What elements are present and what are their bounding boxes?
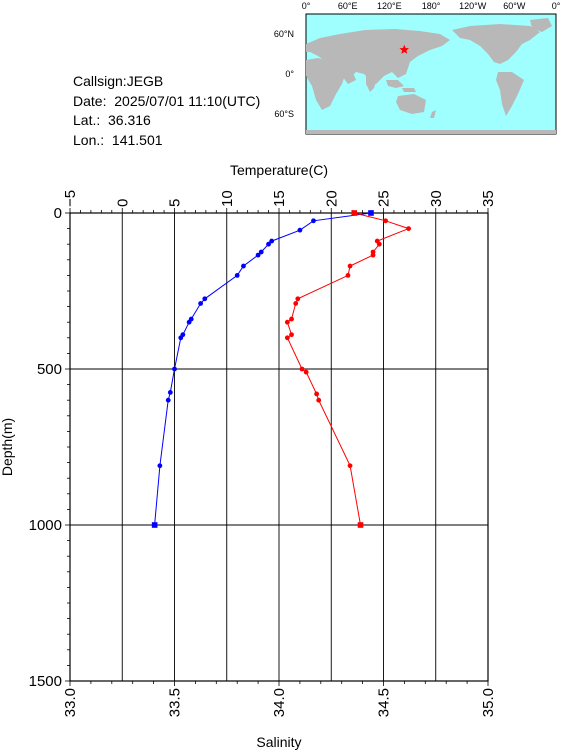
salinity-point bbox=[299, 366, 305, 372]
land-shape-4 bbox=[386, 80, 404, 88]
station-info: Callsign:JEGB Date: 2025/07/01 11:10(UTC… bbox=[73, 72, 260, 150]
temperature-point bbox=[167, 390, 173, 395]
date-label: Date: 2025/07/01 11:10(UTC) bbox=[73, 92, 261, 109]
salinity-point bbox=[351, 210, 358, 216]
land-shape-7 bbox=[396, 94, 426, 114]
salinity-point bbox=[347, 463, 353, 469]
minor-ticks bbox=[65, 208, 489, 686]
salinity-point bbox=[376, 241, 382, 247]
salinity-point bbox=[284, 319, 290, 325]
temperature-tick-label: 5 bbox=[167, 199, 184, 207]
salinity-point bbox=[316, 397, 322, 403]
salinity-tick-label: 33.0 bbox=[62, 688, 79, 717]
salinity-point bbox=[347, 263, 353, 269]
salinity-point bbox=[370, 252, 376, 258]
temperature-point bbox=[151, 522, 158, 528]
land-shape-5 bbox=[402, 88, 416, 92]
map-land bbox=[306, 18, 556, 134]
temperature-tick-label: 30 bbox=[428, 190, 445, 207]
map-lat-label: 0° bbox=[285, 69, 294, 79]
land-shape-11 bbox=[496, 72, 524, 116]
temperature-tick-label: 0 bbox=[114, 199, 131, 207]
temperature-point bbox=[202, 296, 208, 302]
salinity-tick-label: 35.0 bbox=[480, 688, 497, 717]
salinity-point bbox=[303, 369, 309, 375]
latitude-label: Lat.: 36.316 bbox=[73, 112, 151, 128]
temperature-point bbox=[297, 227, 303, 233]
salinity-point bbox=[383, 218, 388, 224]
map-lon-label: 60°W bbox=[503, 1, 526, 11]
temperature-point bbox=[172, 366, 177, 372]
temperature-point bbox=[311, 218, 316, 224]
salinity-axis-title: Salinity bbox=[256, 734, 301, 750]
temperature-tick-label: −5 bbox=[62, 190, 79, 207]
temperature-tick-label: 25 bbox=[376, 190, 393, 207]
depth-axis: 0 500 1000 1500 bbox=[29, 205, 62, 690]
temperature-point bbox=[178, 335, 184, 341]
salinity-point bbox=[295, 296, 301, 302]
land-shape-8 bbox=[430, 110, 436, 118]
temperature-point bbox=[266, 241, 271, 247]
land-shape-3 bbox=[366, 74, 378, 92]
temperature-point bbox=[269, 238, 275, 244]
map-lat-label: 60°S bbox=[274, 109, 294, 119]
temperature-tick-label: 15 bbox=[271, 190, 288, 207]
land-shape-9 bbox=[452, 24, 540, 64]
land-shape-10 bbox=[530, 18, 552, 32]
salinity-point bbox=[293, 301, 299, 306]
salinity-point bbox=[289, 316, 294, 322]
land-shape-1 bbox=[306, 58, 346, 110]
depth-tick-label: 500 bbox=[37, 361, 62, 378]
temperature-point bbox=[186, 319, 192, 325]
temperature-tick-label: 20 bbox=[323, 190, 340, 207]
depth-tick-label: 1000 bbox=[29, 517, 62, 534]
callsign-label: Callsign:JEGB bbox=[73, 73, 164, 89]
salinity-point bbox=[345, 273, 351, 278]
land-shape-12 bbox=[306, 130, 556, 134]
temperature-tick-label: 35 bbox=[480, 190, 497, 207]
map-lon-label: 0° bbox=[552, 1, 561, 11]
map-lon-label: 60°E bbox=[338, 1, 358, 11]
temperature-point bbox=[258, 249, 264, 255]
temperature-point bbox=[198, 301, 204, 306]
star-icon bbox=[399, 44, 409, 54]
land-shape-2 bbox=[340, 66, 356, 84]
series-layer bbox=[151, 210, 411, 528]
grid bbox=[70, 213, 488, 681]
temperature-point bbox=[241, 263, 246, 269]
map-lon-label: 0° bbox=[302, 1, 311, 11]
salinity-tick-label: 34.0 bbox=[271, 688, 288, 717]
salinity-axis: 33.0 33.5 34.0 34.5 35.0 bbox=[62, 688, 497, 717]
temperature-point bbox=[234, 273, 240, 278]
temperature-tick-label: 10 bbox=[219, 190, 236, 207]
map-lon-label: 120°W bbox=[459, 1, 487, 11]
salinity-point bbox=[289, 332, 294, 338]
salinity-series bbox=[284, 210, 411, 528]
temperature-point bbox=[368, 210, 374, 216]
temperature-axis: −5 0 5 10 15 20 25 30 35 bbox=[62, 190, 497, 207]
temperature-point bbox=[255, 252, 261, 258]
temperature-point bbox=[157, 463, 163, 469]
longitude-label: Lon.: 141.501 bbox=[73, 131, 163, 148]
map-lon-label: 180° bbox=[422, 1, 441, 11]
salinity-tick-label: 34.5 bbox=[376, 688, 393, 717]
depth-tick-label: 1500 bbox=[29, 673, 62, 690]
salinity-point bbox=[406, 226, 411, 232]
salinity-tick-label: 33.5 bbox=[167, 688, 184, 717]
profile-chart: −5 0 5 10 15 20 25 30 35 33.0 33.5 34.0 34.5 35.0 05… bbox=[0, 162, 497, 750]
depth-axis-title: Depth(m) bbox=[0, 418, 15, 476]
temperature-point bbox=[165, 397, 171, 403]
map-lat-label: 60°N bbox=[274, 29, 294, 39]
temperature-series bbox=[151, 210, 374, 528]
temperature-axis-title: Temperature(C) bbox=[230, 162, 328, 178]
salinity-point bbox=[284, 335, 290, 341]
salinity-point bbox=[314, 391, 320, 397]
map-lon-label: 120°E bbox=[377, 1, 402, 11]
salinity-point bbox=[357, 522, 364, 528]
world-map: 0° 60°E 120°E 180° 120°W 60°W 0° 60°N 0° 60°S bbox=[274, 1, 561, 135]
depth-tick-label: 0 bbox=[54, 205, 62, 222]
station-marker bbox=[399, 44, 409, 54]
